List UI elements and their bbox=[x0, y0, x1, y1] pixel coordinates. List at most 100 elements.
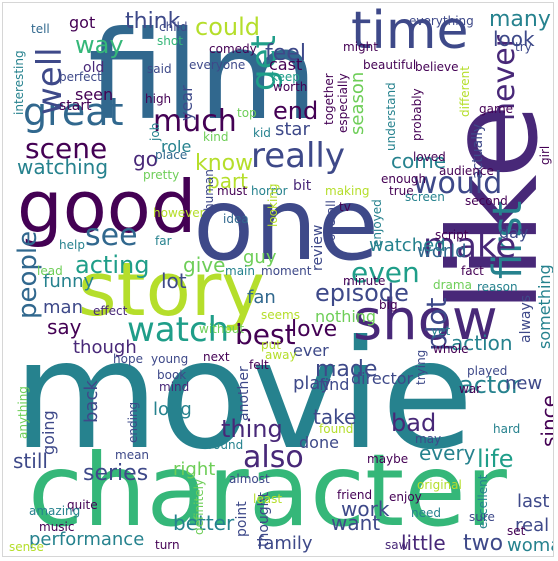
word-good: good bbox=[17, 165, 197, 249]
word-kid: kid bbox=[253, 126, 271, 140]
word-time: time bbox=[351, 2, 469, 61]
word-may: may bbox=[415, 432, 442, 446]
word-try: try bbox=[515, 40, 532, 54]
word-story: story bbox=[78, 247, 266, 333]
word-feel: feel bbox=[265, 41, 306, 66]
word-sure: sure bbox=[469, 510, 495, 524]
word-loved: loved bbox=[413, 150, 446, 164]
word-movie: movie bbox=[13, 309, 474, 483]
word-drama: drama bbox=[433, 278, 472, 292]
word-even: even bbox=[351, 256, 420, 289]
word-old: old bbox=[83, 60, 105, 76]
word-might: might bbox=[343, 40, 378, 54]
word-mind: mind bbox=[159, 380, 190, 394]
word-see: see bbox=[85, 218, 138, 253]
word-point: point bbox=[234, 501, 250, 537]
word-whole: whole bbox=[433, 342, 469, 356]
word-many: many bbox=[489, 7, 551, 32]
word-however: however bbox=[153, 206, 205, 220]
word-enjoyed: enjoyed bbox=[370, 199, 384, 247]
word-reason: reason bbox=[477, 280, 518, 294]
word-much: much bbox=[153, 104, 237, 139]
word-yet: yet bbox=[431, 324, 451, 338]
word-star: star bbox=[275, 119, 310, 140]
word-woman: woman bbox=[507, 535, 553, 556]
word-start: start bbox=[59, 98, 92, 114]
word-perfect: perfect bbox=[59, 70, 102, 84]
word-review: review bbox=[310, 224, 326, 271]
word-though: though bbox=[73, 337, 137, 358]
word-made: made bbox=[315, 357, 378, 382]
word-acting: acting bbox=[75, 251, 150, 279]
word-without: without bbox=[199, 322, 245, 336]
word-right: right bbox=[173, 459, 216, 480]
word-actor: actor bbox=[459, 371, 521, 399]
word-going: going bbox=[39, 410, 58, 455]
word-worth: worth bbox=[273, 80, 308, 94]
word-part: part bbox=[207, 169, 249, 193]
word-play: play bbox=[293, 373, 332, 394]
word-shot: shot bbox=[157, 34, 183, 48]
word-main: main bbox=[225, 264, 255, 278]
word-go: go bbox=[133, 147, 158, 171]
word-maybe: maybe bbox=[367, 452, 409, 466]
word-enough: enough bbox=[381, 172, 427, 186]
word-effect: effect bbox=[93, 304, 128, 318]
word-place: place bbox=[155, 148, 188, 162]
word-ever: ever bbox=[293, 341, 329, 360]
word-believe: believe bbox=[415, 60, 459, 74]
word-character: character bbox=[28, 432, 507, 549]
word-said: said bbox=[147, 62, 172, 76]
word-guy: guy bbox=[243, 247, 277, 268]
word-role: role bbox=[161, 137, 192, 156]
word-war: war bbox=[459, 382, 482, 396]
word-set: set bbox=[507, 524, 526, 538]
word-season: season bbox=[347, 71, 368, 135]
word-come: come bbox=[391, 149, 447, 173]
word-played: played bbox=[467, 364, 508, 378]
word-idea: idea bbox=[223, 212, 249, 226]
word-funny: funny bbox=[43, 271, 95, 292]
word-job: job bbox=[148, 122, 162, 141]
word-turn: turn bbox=[155, 538, 180, 552]
word-cloud-frame: movie film character one like good story show ti… bbox=[2, 2, 554, 557]
word-comedy: comedy bbox=[209, 42, 257, 56]
word-hope: hope bbox=[113, 352, 143, 366]
word-especially: especially bbox=[336, 73, 350, 133]
word-top: top bbox=[237, 106, 257, 120]
word-one: one bbox=[193, 166, 380, 283]
word-year: year bbox=[177, 85, 196, 121]
word-last: last bbox=[517, 491, 550, 512]
word-away: away bbox=[265, 348, 297, 362]
word-better: better bbox=[173, 511, 235, 535]
word-audience: audience bbox=[439, 164, 494, 178]
word-seems: seems bbox=[261, 308, 300, 322]
word-watching: watching bbox=[17, 155, 109, 179]
word-show: show bbox=[353, 288, 498, 353]
word-kind: kind bbox=[203, 130, 229, 144]
word-every: every bbox=[419, 441, 476, 465]
word-since: since bbox=[537, 395, 554, 447]
word-way: way bbox=[75, 31, 124, 59]
word-music: music bbox=[39, 520, 75, 534]
word-saw: saw bbox=[385, 538, 409, 552]
word-pretty: pretty bbox=[143, 168, 180, 182]
word-take: take bbox=[313, 405, 357, 429]
word-really: really bbox=[251, 136, 345, 176]
word-director: director bbox=[351, 369, 414, 388]
word-anything: anything bbox=[16, 386, 30, 439]
word-put: put bbox=[261, 338, 281, 352]
word-work: work bbox=[341, 497, 390, 521]
word-trying: trying bbox=[414, 349, 428, 385]
word-action: action bbox=[451, 331, 513, 355]
word-second: second bbox=[465, 194, 508, 208]
word-two: two bbox=[463, 531, 504, 556]
word-probably: probably bbox=[410, 88, 424, 141]
word-together: together bbox=[322, 73, 336, 125]
word-series: series bbox=[83, 461, 149, 486]
word-everything: everything bbox=[409, 14, 474, 28]
word-performance: performance bbox=[29, 529, 145, 550]
word-great: great bbox=[23, 90, 124, 134]
word-true: true bbox=[389, 184, 414, 198]
word-say: say bbox=[47, 315, 82, 339]
